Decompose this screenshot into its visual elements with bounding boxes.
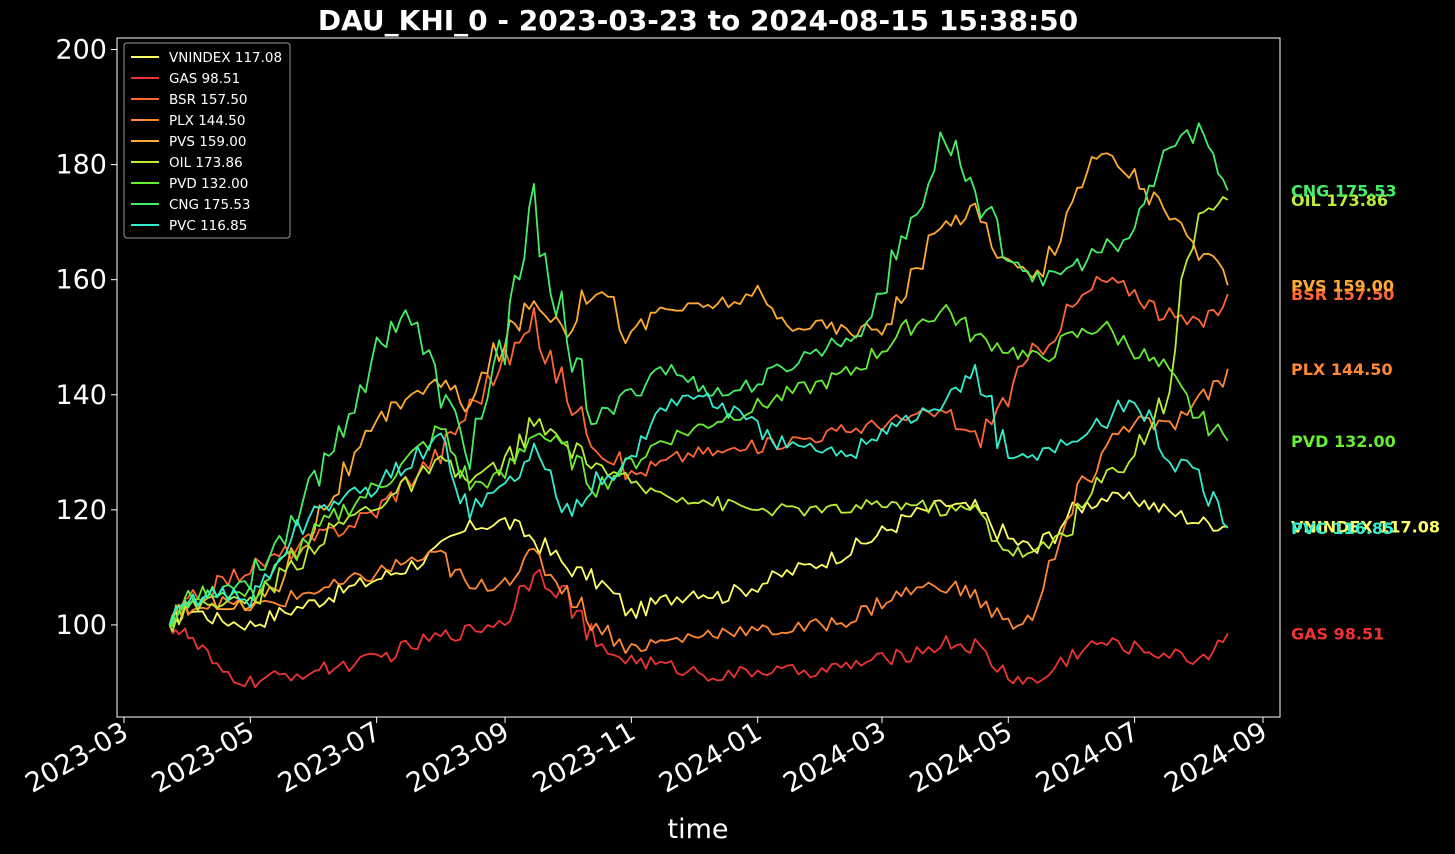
legend-entry: PVD 132.00: [169, 176, 248, 192]
legend-frame: [123, 42, 291, 239]
end-label: OIL 173.86: [1291, 191, 1388, 210]
legend: VNINDEX 117.08 GAS 98.51 BSR 157.50 PLX 144…: [123, 42, 291, 239]
end-label: CNG 175.53: [1291, 181, 1397, 200]
series-line-gas: [168, 568, 1229, 689]
legend-entry: GAS 98.51: [169, 71, 240, 87]
y-tick-label: 100: [55, 610, 107, 641]
legend-entry: VNINDEX 117.08: [169, 50, 282, 66]
end-label: VNINDEX 117.08: [1291, 518, 1440, 537]
legend-entry: BSR 157.50: [169, 92, 248, 108]
end-label: BSR 157.50: [1291, 285, 1394, 304]
y-tick-label: 200: [55, 35, 107, 66]
series-line-oil: [168, 196, 1229, 633]
y-tick-label: 120: [55, 495, 107, 526]
end-label: PLX 144.50: [1291, 360, 1393, 379]
legend-entry: PVC 116.85: [169, 218, 247, 234]
end-label: PVC 116.85: [1291, 519, 1394, 538]
y-tick-label: 180: [55, 150, 107, 181]
end-label: PVS 159.00: [1291, 276, 1394, 295]
legend-entry: PLX 144.50: [169, 113, 245, 129]
y-tick-label: 160: [55, 265, 107, 296]
end-label: PVD 132.00: [1291, 432, 1396, 451]
series-line-pvc: [168, 363, 1229, 626]
legend-entry: CNG 175.53: [169, 197, 251, 213]
series-line-pvs: [168, 152, 1229, 626]
series-line-cng: [168, 122, 1229, 626]
y-tick-label: 140: [55, 380, 107, 411]
x-axis-label: time: [667, 814, 728, 845]
legend-entry: PVS 159.00: [169, 134, 246, 150]
series-line-bsr: [169, 275, 1229, 626]
y-axis: 100 120 140 160 180 200: [55, 35, 117, 641]
series-line-plx: [168, 368, 1229, 654]
plot-area: [116, 37, 1281, 718]
end-labels: VNINDEX 117.08 GAS 98.51 BSR 157.50 PLX 144…: [1291, 181, 1440, 643]
end-label: GAS 98.51: [1291, 625, 1384, 644]
legend-entry: OIL 173.86: [169, 155, 243, 171]
series-lines: [168, 122, 1229, 689]
series-line-vnindex: [168, 491, 1228, 631]
chart-title: DAU_KHI_0 - 2023-03-23 to 2024-08-15 15:…: [318, 4, 1078, 37]
series-line-pvd: [169, 304, 1229, 628]
